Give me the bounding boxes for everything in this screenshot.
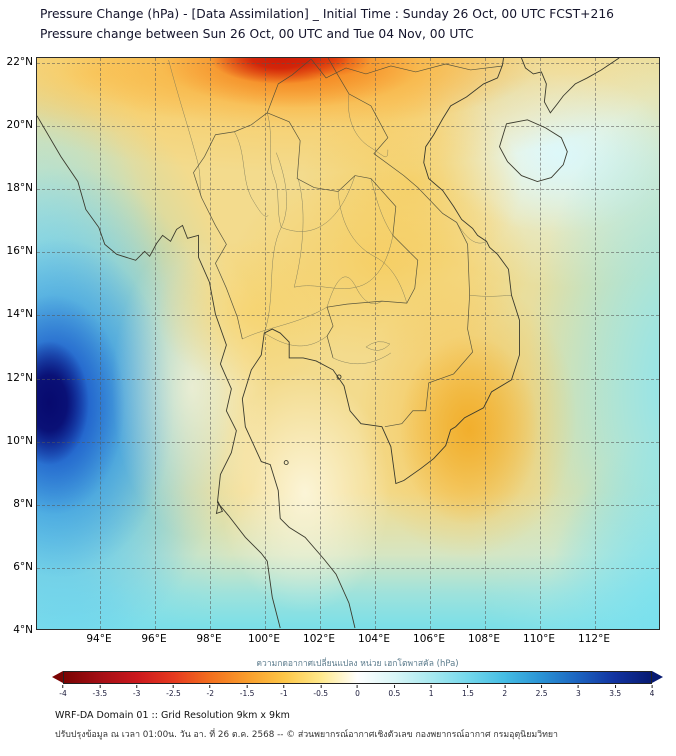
colorbar-gradient xyxy=(63,671,652,684)
y-tick-label: 18°N xyxy=(6,182,33,195)
province-boundaries xyxy=(168,59,512,364)
colorbar-right-arrow xyxy=(652,671,663,683)
gridline-meridian xyxy=(430,58,431,629)
koh-chang-island xyxy=(336,374,342,380)
x-tick-label: 106°E xyxy=(413,633,445,645)
x-tick-label: 96°E xyxy=(141,633,167,645)
gridline-parallel xyxy=(37,567,659,569)
samui-island xyxy=(283,460,289,466)
x-tick-label: 102°E xyxy=(303,633,335,645)
gridline-meridian xyxy=(595,58,596,629)
gridline-meridian xyxy=(155,58,156,629)
x-tick-label: 100°E xyxy=(248,633,280,645)
colorbar-tick: 1 xyxy=(429,685,434,698)
colorbar-tick: -1 xyxy=(280,685,288,698)
gridline-meridian xyxy=(320,58,321,629)
map-area xyxy=(36,57,660,630)
y-tick-label: 10°N xyxy=(6,434,33,447)
colorbar-tick: 1.5 xyxy=(462,685,474,698)
gridline-meridian xyxy=(485,58,486,629)
colorbar-tick: -0.5 xyxy=(313,685,328,698)
gridline-meridian xyxy=(210,58,211,629)
footer-domain-info: WRF-DA Domain 01 :: Grid Resolution 9km … xyxy=(55,710,290,721)
colorbar-tick: 0 xyxy=(355,685,360,698)
y-tick-label: 14°N xyxy=(6,308,33,321)
colorbar-tick: -3 xyxy=(133,685,140,698)
x-tick-label: 104°E xyxy=(358,633,390,645)
national-borders xyxy=(193,58,503,428)
page-title: Pressure Change (hPa) - [Data Assimilati… xyxy=(40,7,614,21)
colorbar-tick: -3.5 xyxy=(92,685,107,698)
x-tick-label: 110°E xyxy=(523,633,555,645)
gridline-parallel xyxy=(37,315,659,317)
footer-update-info: ปรับปรุงข้อมูล ณ เวลา 01:00น. วัน อา. ที… xyxy=(55,730,558,740)
graticule xyxy=(37,58,659,629)
page-subtitle: Pressure change between Sun 26 Oct, 00 U… xyxy=(40,27,474,41)
y-tick-label: 22°N xyxy=(6,56,33,68)
y-tick-label: 20°N xyxy=(6,119,33,132)
y-tick-label: 6°N xyxy=(13,560,33,573)
x-tick-label: 108°E xyxy=(468,633,500,645)
gridline-meridian xyxy=(265,58,266,629)
coastlines xyxy=(37,58,620,629)
phuket-island xyxy=(215,500,224,515)
colorbar-tick: 3.5 xyxy=(609,685,621,698)
china-coastline xyxy=(521,58,620,114)
gridline-parallel xyxy=(37,441,659,443)
y-tick-label: 4°N xyxy=(13,623,33,636)
colorbar xyxy=(52,671,663,684)
colorbar-tick: -1.5 xyxy=(240,685,254,698)
colorbar-tick: 0.5 xyxy=(388,685,400,698)
gridline-parallel xyxy=(37,504,659,506)
gridline-parallel xyxy=(37,189,659,191)
x-tick-label: 112°E xyxy=(578,633,610,645)
y-tick-label: 12°N xyxy=(6,371,33,384)
y-tick-label: 16°N xyxy=(6,245,33,258)
gridline-parallel xyxy=(37,252,659,254)
colorbar-tick: 4 xyxy=(650,685,654,698)
colorbar-tick-labels: -4 -3.5 -3 -2.5 -2 -1.5 -1 -0.5 0 0.5 1 1.5 2 2.5 3 3.5… xyxy=(59,685,654,701)
gridline-parallel xyxy=(37,63,659,64)
colorbar-tick: -2 xyxy=(207,685,214,698)
coastline-overlay xyxy=(37,58,620,629)
colorbar-tick: 3 xyxy=(576,685,581,698)
indochina-coastline xyxy=(37,58,520,629)
x-tick-label: 94°E xyxy=(86,633,112,645)
colorbar-label: ความกดอากาศเปลี่ยนแปลง หน่วย เฮกโตพาสคัล… xyxy=(256,659,459,669)
gridline-meridian xyxy=(375,58,376,629)
colorbar-tick: 2 xyxy=(502,685,507,698)
y-tick-label: 8°N xyxy=(13,497,33,510)
colorbar-tick: 2.5 xyxy=(536,685,548,698)
gridline-meridian xyxy=(100,58,101,629)
tonle-sap-lake xyxy=(365,341,391,351)
gridline-meridian xyxy=(540,58,541,629)
x-tick-label: 98°E xyxy=(196,633,222,645)
gridline-parallel xyxy=(37,126,659,128)
pressure-change-field xyxy=(37,58,659,629)
colorbar-left-arrow xyxy=(52,671,63,683)
colorbar-tick: -2.5 xyxy=(166,685,181,698)
colorbar-tick: -4 xyxy=(59,685,67,698)
gridline-parallel xyxy=(37,378,659,380)
hainan-island xyxy=(499,119,568,183)
